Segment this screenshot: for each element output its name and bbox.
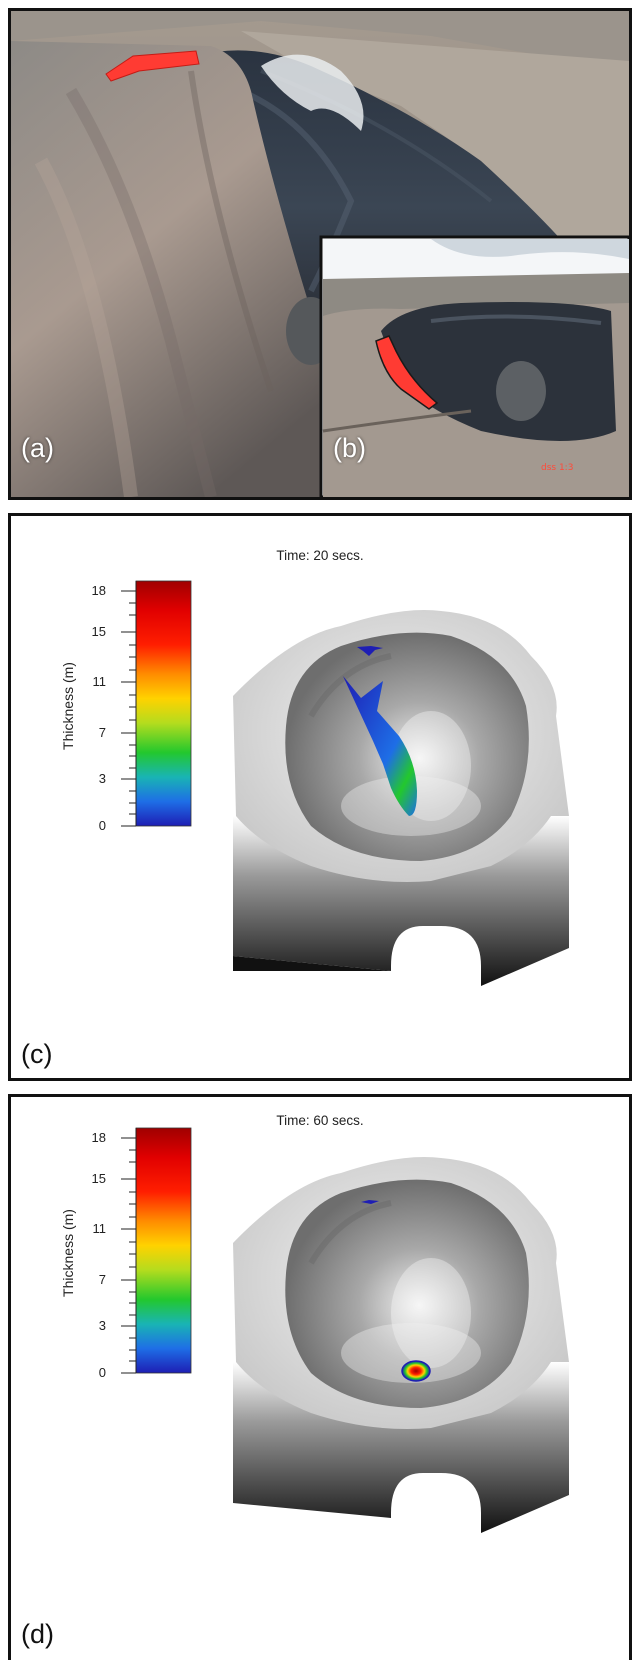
colorbar-d: 18 15 11 7 3 0 Thickness (m): [60, 1127, 192, 1380]
crater-model-d: [233, 1157, 569, 1533]
panel-label-a: (a): [21, 433, 54, 463]
colorbar-tick: 11: [93, 1221, 107, 1236]
colorbar-tick: 15: [92, 1171, 106, 1186]
colorbar-tick: 3: [99, 771, 106, 786]
flow-front-c: [343, 676, 417, 816]
colorbar-tick: 18: [92, 1130, 106, 1145]
colorbar-tick: 15: [92, 624, 106, 639]
flow-deposit-d: [401, 1360, 431, 1382]
colorbar-tick: 0: [99, 818, 106, 833]
crater-aerial-photo: [11, 11, 629, 497]
colorbar-title: Thickness (m): [60, 1209, 76, 1297]
colorbar-tick: 3: [99, 1318, 106, 1333]
panel-label-d: (d): [21, 1619, 54, 1649]
inset-lava-deposit-marker: [375, 335, 439, 410]
colorbar-tick: 0: [99, 1365, 106, 1380]
time-label-d: Time: 60 secs.: [276, 1113, 364, 1128]
colorbar-tick: 7: [99, 1272, 106, 1287]
flow-source-d: [361, 1200, 379, 1204]
simulation-render-d: 18 15 11 7 3 0 Thickness (m): [60, 1127, 569, 1533]
colorbar-tick: 11: [93, 674, 107, 689]
inset-timestamp: dss 1:3: [541, 463, 574, 473]
flow-source-c: [357, 646, 383, 656]
panel-label-c: (c): [21, 1039, 53, 1069]
colorbar-c: 18 15 11 7 3 0 Thickness (m): [60, 580, 192, 833]
photo-panel-a: (a) (b) dss 1:3: [8, 8, 632, 500]
lava-deposit-marker: [105, 50, 200, 82]
simulation-panel-c: Time: 20 secs.: [8, 513, 632, 1081]
colorbar-tick: 7: [99, 725, 106, 740]
colorbar-title: Thickness (m): [60, 662, 76, 750]
colorbar-tick: 18: [92, 583, 106, 598]
time-label-c: Time: 20 secs.: [276, 548, 364, 563]
simulation-panel-d: Time: 60 secs.: [8, 1094, 632, 1660]
simulation-render-c: 18 15 11 7 3 0 Thickness (m): [60, 580, 569, 986]
crater-model-c: [233, 610, 569, 986]
inset-photo-b: [319, 235, 629, 497]
panel-label-b: (b): [333, 433, 366, 463]
